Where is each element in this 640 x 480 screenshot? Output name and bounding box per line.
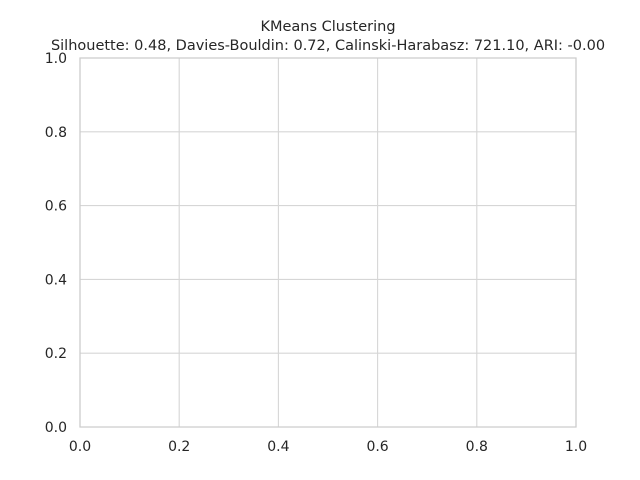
y-tick-label: 0.6 bbox=[45, 199, 67, 215]
x-tick-label: 0.2 bbox=[168, 439, 190, 455]
plot-area bbox=[79, 57, 577, 428]
x-axis-ticks: 0.0 0.2 0.4 0.6 0.8 1.0 bbox=[69, 439, 587, 455]
x-tick-label: 0.8 bbox=[466, 439, 488, 455]
x-tick-label: 1.0 bbox=[565, 439, 587, 455]
chart-subtitle: Silhouette: 0.48, Davies-Bouldin: 0.72, … bbox=[51, 38, 605, 54]
y-tick-label: 0.0 bbox=[45, 420, 67, 436]
axes-frame bbox=[79, 57, 577, 428]
y-tick-label: 0.2 bbox=[45, 346, 67, 362]
y-tick-label: 1.0 bbox=[45, 51, 67, 67]
x-tick-label: 0.6 bbox=[366, 439, 388, 455]
y-axis-ticks: 0.0 0.2 0.4 0.6 0.8 1.0 bbox=[45, 51, 67, 436]
x-tick-label: 0.4 bbox=[267, 439, 289, 455]
chart-title: KMeans Clustering bbox=[260, 19, 395, 35]
y-tick-label: 0.8 bbox=[45, 125, 67, 141]
y-tick-label: 0.4 bbox=[45, 272, 67, 288]
x-tick-label: 0.0 bbox=[69, 439, 91, 455]
